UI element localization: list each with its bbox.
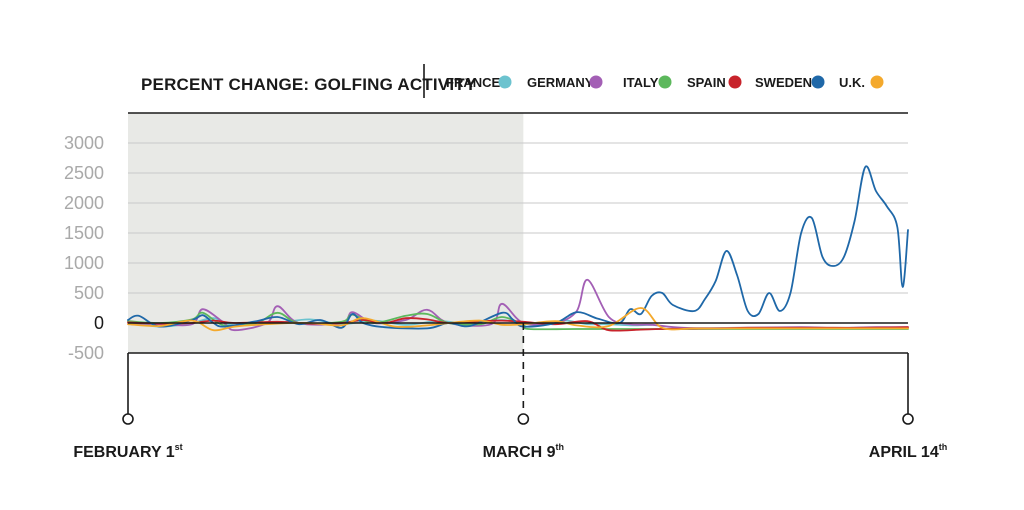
- y-tick-label: 0: [94, 313, 104, 333]
- legend: FRANCE GERMANY ITALY SPAIN SWEDEN U.K.: [446, 75, 884, 90]
- legend-label-spain: SPAIN: [687, 75, 726, 90]
- y-tick-label: 2000: [64, 193, 104, 213]
- legend-label-germany: GERMANY: [527, 75, 594, 90]
- y-tick-label: 2500: [64, 163, 104, 183]
- date-label: FEBRUARY 1st: [73, 442, 182, 461]
- y-tick-label: 1000: [64, 253, 104, 273]
- y-tick-label: 3000: [64, 133, 104, 153]
- date-label: MARCH 9th: [483, 442, 564, 461]
- legend-swatch-uk: [870, 75, 884, 89]
- legend-swatch-sweden: [811, 75, 825, 89]
- header-layer: PERCENT CHANGE: GOLFING ACTIVITY: [141, 64, 477, 98]
- y-tick-label: -500: [68, 343, 104, 363]
- legend-label-sweden: SWEDEN: [755, 75, 812, 90]
- y-tick-label: 1500: [64, 223, 104, 243]
- legend-swatch-italy: [658, 75, 672, 89]
- date-marker-circle: [122, 413, 134, 425]
- legend-label-italy: ITALY: [623, 75, 659, 90]
- date-label: APRIL 14th: [869, 442, 947, 461]
- legend-label-france: FRANCE: [446, 75, 500, 90]
- series-line-sweden: [127, 165, 909, 330]
- legend-label-uk: U.K.: [839, 75, 865, 90]
- legend-swatch-germany: [589, 75, 603, 89]
- date-marker-circle: [902, 413, 914, 425]
- legend-swatch-france: [498, 75, 512, 89]
- legend-swatch-spain: [728, 75, 742, 89]
- date-marker-circle: [517, 413, 530, 425]
- axis-layer: FEBRUARY 1st MARCH 9th APRIL 14th: [73, 322, 947, 461]
- series-layer: [127, 165, 909, 332]
- chart-title: PERCENT CHANGE: GOLFING ACTIVITY: [141, 75, 477, 94]
- y-tick-label: 500: [74, 283, 104, 303]
- grid-layer: 3000 2500 2000 1500 1000 500 0 -500: [64, 112, 908, 363]
